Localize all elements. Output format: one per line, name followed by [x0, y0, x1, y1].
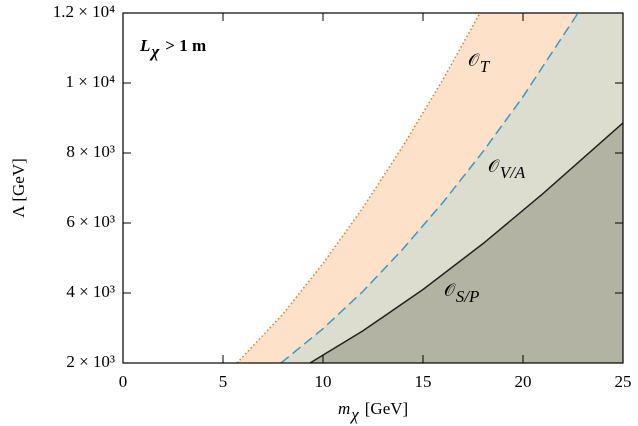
y-tick-label: 1 × 10⁴	[65, 72, 115, 91]
y-tick-label: 8 × 10³	[66, 142, 115, 161]
label-sub: χ	[149, 42, 160, 61]
x-tick-label: 5	[219, 372, 228, 391]
label-sub: S/P	[456, 287, 480, 306]
x-tick-label: 10	[315, 372, 332, 391]
line	[236, 13, 481, 363]
y-tick-label: 6 × 10³	[66, 212, 115, 231]
label-sub: χ	[349, 405, 359, 424]
label-rest: > 1 m	[165, 36, 206, 55]
label-main: 𝒪	[488, 157, 500, 176]
label-rest: [GeV]	[365, 399, 408, 418]
y-tick-label: 1.2 × 10⁴	[53, 2, 115, 21]
label-sub: V/A	[500, 163, 526, 182]
x-tick-label: 20	[515, 372, 532, 391]
line	[280, 13, 579, 363]
x-tick-label: 15	[415, 372, 432, 391]
label-main: 𝒪	[444, 281, 456, 300]
label-sub: T	[480, 57, 491, 76]
label-main: L	[139, 36, 150, 55]
plot-area	[236, 13, 623, 363]
frame	[122, 12, 624, 364]
y-tick-label: 2 × 10³	[66, 352, 115, 371]
line	[309, 122, 623, 363]
y-tick-label: 4 × 10³	[66, 282, 115, 301]
label-main: m	[338, 399, 350, 418]
label-main: 𝒪	[468, 51, 480, 70]
x-tick-label: 0	[119, 372, 128, 391]
y-axis-label: Λ [GeV]	[9, 158, 28, 218]
x-tick-label: 25	[615, 372, 632, 391]
area	[310, 122, 623, 363]
